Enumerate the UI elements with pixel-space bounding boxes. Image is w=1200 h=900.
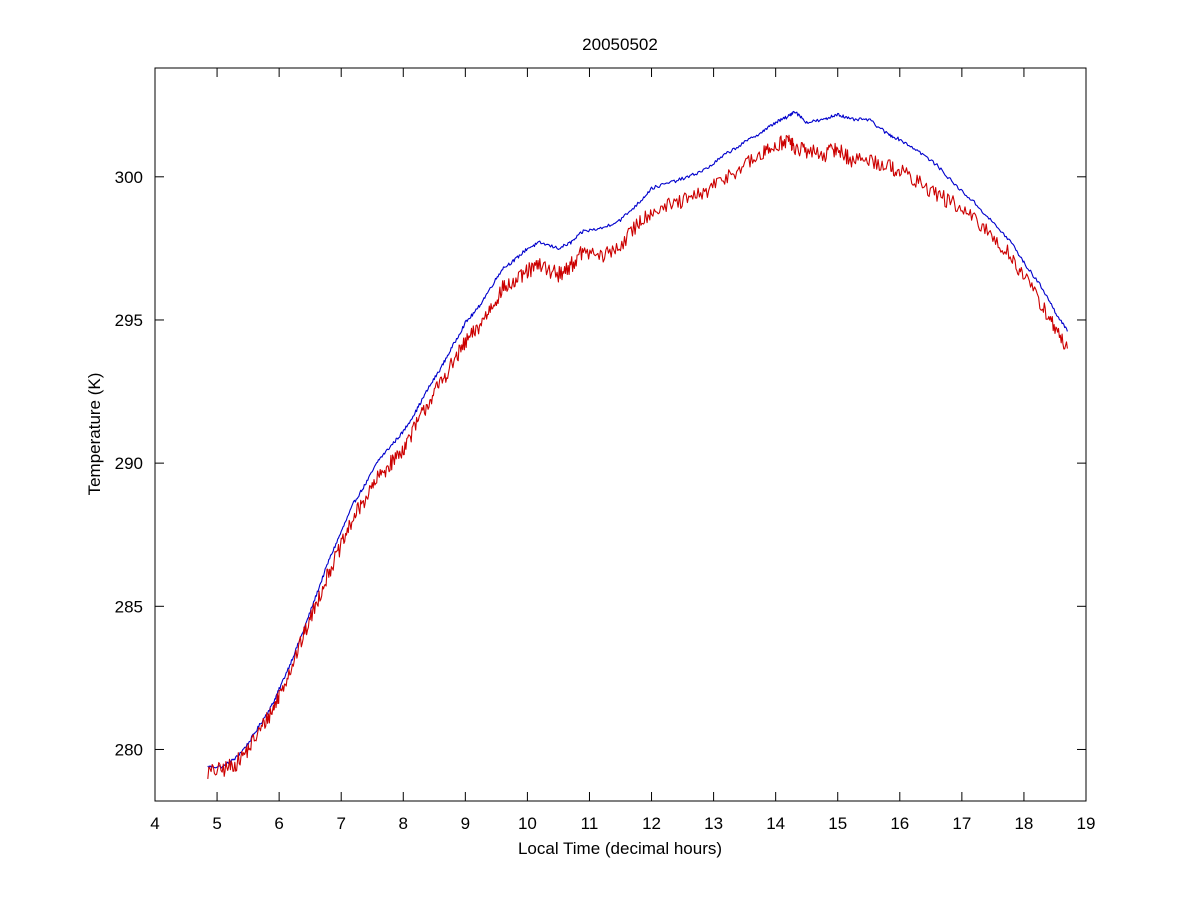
series-line-1 xyxy=(207,110,1068,769)
y-tick-label: 290 xyxy=(115,454,143,473)
x-tick-label: 13 xyxy=(704,814,723,833)
plot-frame xyxy=(154,67,1087,802)
x-tick-label: 16 xyxy=(890,814,909,833)
x-tick-label: 8 xyxy=(399,814,408,833)
x-tick-label: 17 xyxy=(952,814,971,833)
x-tick-label: 4 xyxy=(150,814,159,833)
axis-ticks: 4 5 6 7 8 9 10 11 12 13 14 15 16 17 18 19 280 285 290 295 30… xyxy=(115,68,1096,833)
plot-area xyxy=(155,68,1086,801)
y-tick-label: 280 xyxy=(115,740,143,759)
x-tick-label: 19 xyxy=(1077,814,1096,833)
x-tick-label: 6 xyxy=(274,814,283,833)
y-tick-label: 295 xyxy=(115,311,143,330)
x-tick-label: 7 xyxy=(336,814,345,833)
y-tick-label: 300 xyxy=(115,168,143,187)
y-axis-title: Temperature (K) xyxy=(85,373,104,496)
x-tick-label: 11 xyxy=(581,814,599,833)
x-tick-label: 5 xyxy=(212,814,221,833)
x-tick-label: 10 xyxy=(518,814,537,833)
chart-title: 20050502 xyxy=(582,35,658,54)
x-tick-label: 9 xyxy=(461,814,470,833)
x-tick-label: 18 xyxy=(1014,814,1033,833)
x-axis-title: Local Time (decimal hours) xyxy=(518,839,722,858)
series-line-2 xyxy=(207,134,1068,779)
x-tick-label: 15 xyxy=(828,814,847,833)
x-tick-label: 14 xyxy=(766,814,785,833)
series-layer xyxy=(207,110,1068,779)
y-tick-label: 285 xyxy=(115,597,143,616)
x-tick-label: 12 xyxy=(642,814,661,833)
